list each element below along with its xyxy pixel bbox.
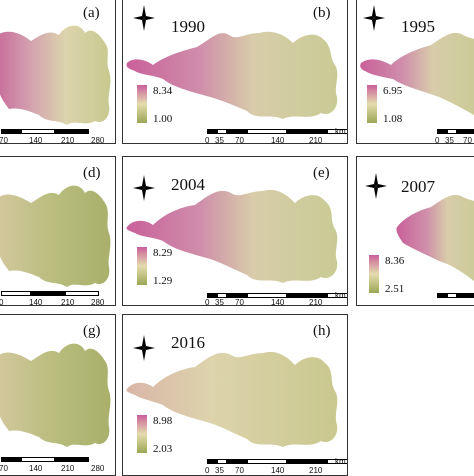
panel-label: (h) bbox=[313, 323, 331, 339]
legend-min: 1.00 bbox=[153, 113, 173, 125]
map-panel-d: (d) 0 140 210 280 bbox=[0, 156, 116, 306]
year-label: 2016 bbox=[171, 333, 205, 352]
legend-min: 1.29 bbox=[153, 275, 173, 287]
legend-max: 8.36 bbox=[385, 255, 405, 267]
legend-color-ramp bbox=[137, 247, 147, 285]
map-panel-a: (a) 70 140 210 280 bbox=[0, 0, 116, 144]
legend-max: 8.98 bbox=[153, 415, 173, 427]
map-panel-h: 2016 (h) 8.98 2.03 km 0 35 70 140 210 28… bbox=[122, 314, 348, 476]
study-area-map bbox=[0, 185, 111, 287]
year-label: 1990 bbox=[171, 17, 205, 36]
scale-unit: km bbox=[335, 291, 346, 300]
scale-bar bbox=[437, 293, 474, 298]
year-label: 2007 bbox=[401, 177, 435, 196]
scale-bar bbox=[437, 129, 474, 134]
map-panel-g: (g) 70 140 210 280 bbox=[0, 314, 116, 476]
panel-label: (b) bbox=[313, 5, 331, 21]
map-panel-e: 2004 (e) 8.29 1.29 km 0 35 70 140 210 28… bbox=[122, 156, 348, 306]
panel-label: (g) bbox=[83, 323, 101, 339]
scale-bar bbox=[207, 293, 347, 298]
north-arrow-icon bbox=[133, 175, 155, 201]
scale-unit: km bbox=[335, 127, 346, 136]
legend-min: 2.51 bbox=[385, 283, 405, 295]
legend-max: 6.95 bbox=[383, 85, 403, 97]
legend-max: 8.34 bbox=[153, 85, 173, 97]
legend-min: 1.08 bbox=[383, 113, 403, 125]
north-arrow-icon bbox=[133, 335, 155, 361]
legend-color-ramp bbox=[369, 255, 379, 293]
scale-bar bbox=[1, 291, 99, 296]
year-label: 1995 bbox=[401, 17, 435, 36]
study-area-map bbox=[0, 343, 111, 447]
scale-bar bbox=[207, 459, 347, 464]
north-arrow-icon bbox=[365, 173, 387, 199]
scale-unit: km bbox=[335, 457, 346, 466]
map-panel-b: 1990 (b) 8.34 1.00 km 0 35 70 140 210 28… bbox=[122, 0, 348, 144]
study-area-map bbox=[396, 194, 474, 282]
study-area-map bbox=[0, 25, 111, 125]
panel-label: (d) bbox=[83, 165, 101, 181]
legend-color-ramp bbox=[137, 415, 147, 453]
legend-color-ramp bbox=[367, 85, 377, 123]
study-area-map bbox=[360, 32, 474, 116]
legend-max: 8.29 bbox=[153, 247, 173, 259]
scale-bar bbox=[1, 457, 89, 462]
north-arrow-icon bbox=[133, 5, 155, 31]
north-arrow-icon bbox=[363, 5, 385, 31]
panel-label: (e) bbox=[313, 165, 330, 181]
legend-color-ramp bbox=[137, 85, 147, 123]
study-area-map bbox=[126, 31, 338, 119]
legend-min: 2.03 bbox=[153, 443, 173, 455]
study-area-map bbox=[126, 189, 338, 283]
map-panel-f: 2007 8.36 2.51 bbox=[356, 156, 474, 306]
map-panel-c: 1995 6.95 1.08 0 35 70 140 bbox=[356, 0, 474, 144]
panel-label: (a) bbox=[83, 5, 100, 21]
scale-bar bbox=[1, 129, 89, 134]
year-label: 2004 bbox=[171, 175, 205, 194]
study-area-map bbox=[126, 351, 338, 447]
scale-bar bbox=[207, 129, 347, 134]
